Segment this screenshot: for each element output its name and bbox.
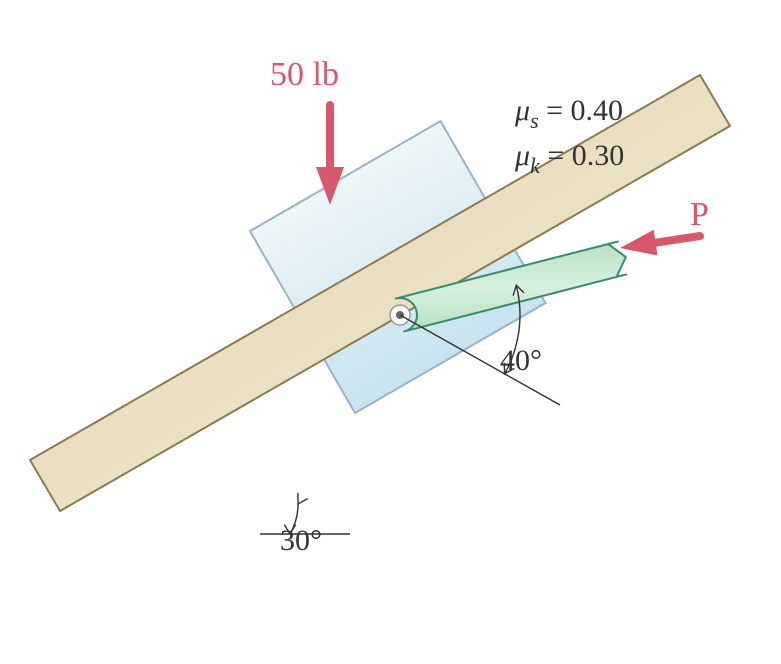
rod-angle-label: 40° [500, 344, 542, 377]
incline [30, 75, 730, 511]
incline-angle-label: 30° [280, 524, 322, 557]
force-p-label: P [690, 196, 709, 233]
diagram-canvas: 50 lbP30°40°μs = 0.40μk = 0.30 [0, 0, 781, 664]
weight-label: 50 lb [270, 56, 339, 93]
angle-arrowhead [298, 494, 307, 504]
mu-s-label: μs = 0.40 [514, 94, 623, 133]
force-p-arrow [656, 236, 700, 243]
force-p-arrow-head [620, 230, 658, 256]
